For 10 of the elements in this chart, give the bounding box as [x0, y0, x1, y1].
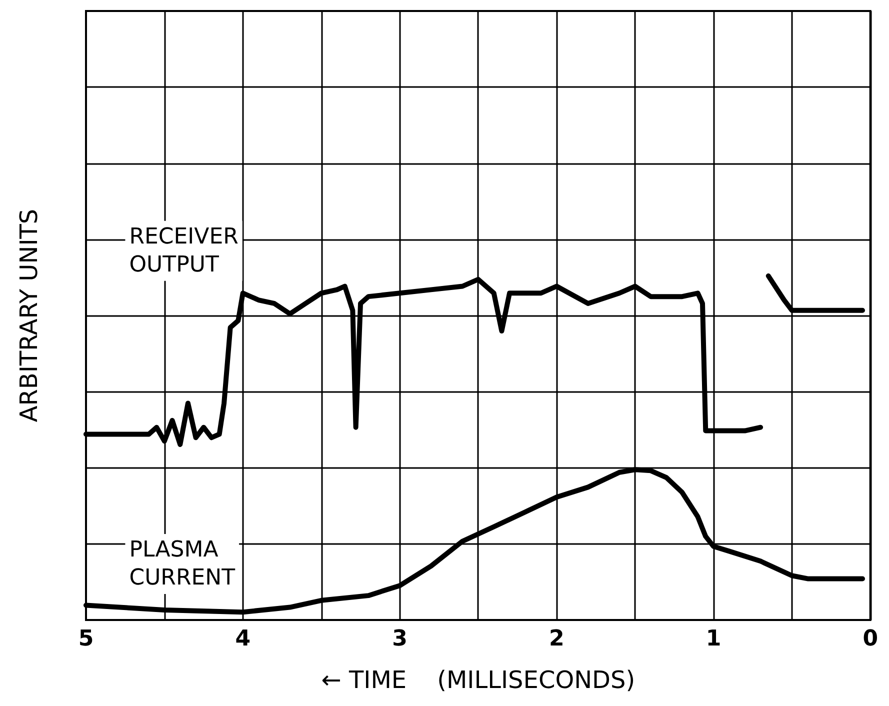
x-tick-label: 3	[392, 626, 408, 652]
series-label: RECEIVER OUTPUT	[129, 224, 238, 278]
x-tick-label: 0	[862, 626, 878, 652]
x-tick-label: 4	[235, 626, 251, 652]
x-tick-label: 1	[706, 626, 722, 652]
x-tick-label: 5	[78, 626, 94, 652]
y-axis-title: ARBITRARY UNITS	[15, 208, 43, 422]
series-label: PLASMA CURRENT	[129, 537, 236, 590]
x-axis-title: ← TIME (MILLISECONDS)	[321, 666, 636, 694]
x-tick-label: 2	[548, 626, 564, 652]
